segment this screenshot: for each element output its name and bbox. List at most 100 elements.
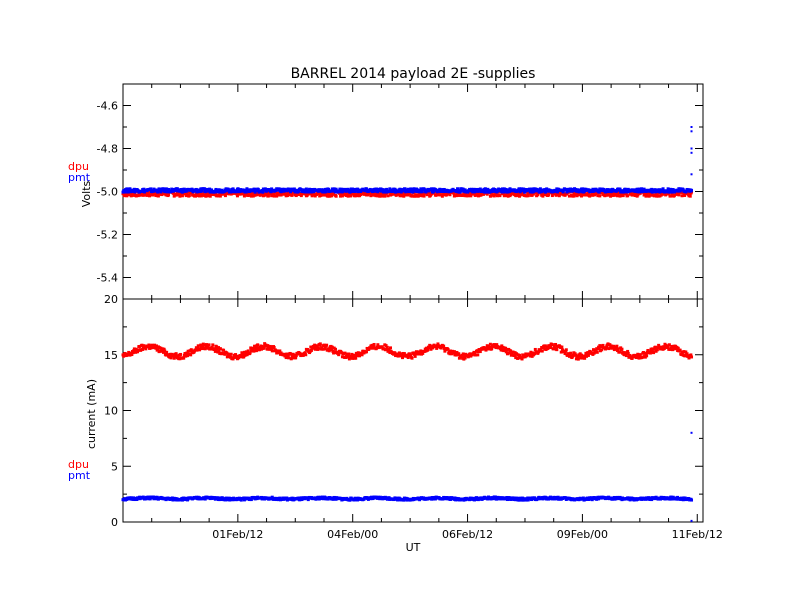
data-point xyxy=(628,498,632,502)
data-point xyxy=(626,349,630,353)
data-point xyxy=(411,190,415,194)
data-point xyxy=(413,187,417,191)
data-point xyxy=(242,194,246,198)
data-point xyxy=(553,346,557,350)
data-point xyxy=(309,190,313,194)
data-point xyxy=(689,353,693,357)
data-point xyxy=(594,192,598,196)
data-point xyxy=(149,346,153,350)
data-point xyxy=(235,194,239,198)
data-point xyxy=(256,187,260,191)
outlier-point xyxy=(690,126,693,128)
data-point xyxy=(301,353,305,357)
data-point xyxy=(155,344,159,348)
data-point xyxy=(297,496,301,500)
data-point xyxy=(676,346,680,350)
data-point xyxy=(390,192,394,196)
data-point xyxy=(620,347,624,351)
data-point xyxy=(184,194,188,198)
data-point xyxy=(323,347,327,351)
data-point xyxy=(371,346,375,350)
data-point xyxy=(263,187,267,191)
data-point xyxy=(298,351,302,355)
data-point xyxy=(316,346,320,350)
data-point xyxy=(536,193,540,197)
data-point xyxy=(574,357,578,361)
data-point xyxy=(446,347,450,351)
data-point xyxy=(646,191,650,195)
data-point xyxy=(488,342,492,346)
data-point xyxy=(597,346,601,350)
data-point xyxy=(564,348,568,352)
data-point xyxy=(354,356,358,360)
data-point xyxy=(351,192,355,196)
data-point xyxy=(380,194,384,198)
data-point xyxy=(223,498,227,502)
data-point xyxy=(402,194,406,198)
data-point xyxy=(163,349,167,353)
data-point xyxy=(471,190,475,194)
data-point xyxy=(282,192,286,196)
data-point xyxy=(607,347,611,351)
data-point xyxy=(452,194,456,198)
data-point xyxy=(309,192,313,196)
data-point xyxy=(505,347,509,351)
data-point xyxy=(167,193,171,197)
data-point xyxy=(504,350,508,354)
data-point xyxy=(430,497,434,501)
data-point xyxy=(668,190,672,194)
data-point xyxy=(143,190,147,194)
data-point xyxy=(461,352,465,356)
data-point xyxy=(270,349,274,353)
x-tick-label: 01Feb/12 xyxy=(212,528,263,541)
data-point xyxy=(304,353,308,357)
data-point xyxy=(581,187,585,191)
data-point xyxy=(242,350,246,354)
data-point xyxy=(334,194,338,198)
data-point xyxy=(425,193,429,197)
data-point xyxy=(406,356,410,360)
data-point xyxy=(591,193,595,197)
data-point xyxy=(442,187,446,191)
legend-dpu-top: dpu xyxy=(68,160,89,173)
data-point xyxy=(528,190,532,194)
voltage-points xyxy=(121,126,694,198)
data-point xyxy=(448,193,452,197)
current-y-label: current (mA) xyxy=(85,379,98,449)
data-point xyxy=(332,187,336,191)
data-point xyxy=(512,354,516,358)
data-point xyxy=(586,353,590,357)
data-point xyxy=(290,193,294,197)
data-point xyxy=(306,192,310,196)
data-point xyxy=(368,346,372,350)
data-point xyxy=(621,351,625,355)
data-point xyxy=(442,193,446,197)
data-point xyxy=(427,346,431,350)
data-point xyxy=(239,355,243,359)
data-point xyxy=(520,189,524,193)
data-point xyxy=(493,193,497,197)
data-point xyxy=(348,498,352,502)
data-point xyxy=(486,187,490,191)
data-point xyxy=(127,193,131,197)
data-point xyxy=(270,495,274,499)
data-point xyxy=(287,356,291,360)
data-point xyxy=(330,345,334,349)
data-point xyxy=(327,349,331,353)
data-point xyxy=(223,194,227,198)
data-point xyxy=(220,188,224,192)
data-point xyxy=(440,194,444,198)
data-point xyxy=(409,187,413,191)
data-point xyxy=(136,194,140,198)
data-point xyxy=(218,347,222,351)
data-point xyxy=(484,348,488,352)
data-point xyxy=(289,190,293,194)
data-point xyxy=(246,349,250,353)
data-point xyxy=(420,190,424,194)
data-point xyxy=(122,354,126,358)
data-point xyxy=(417,193,421,197)
data-point xyxy=(666,187,670,191)
data-point xyxy=(618,350,622,354)
data-point xyxy=(402,189,406,193)
data-point xyxy=(426,348,430,352)
